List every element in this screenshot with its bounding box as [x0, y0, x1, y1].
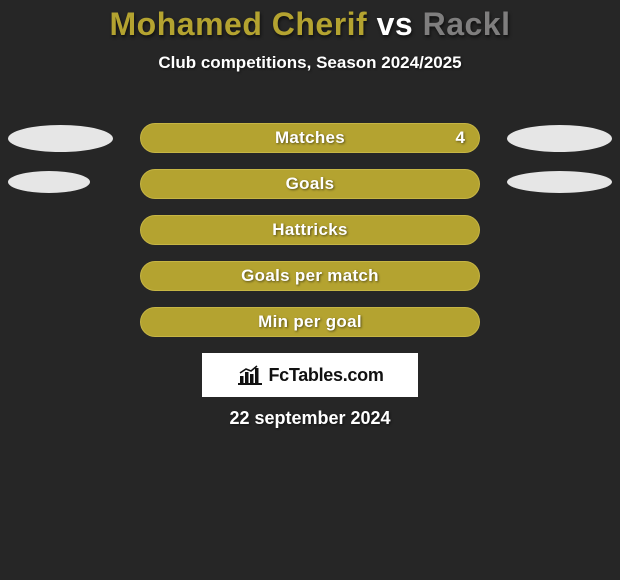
stat-bar: Goals per match [140, 261, 480, 291]
stat-bar: Min per goal [140, 307, 480, 337]
logo-box: FcTables.com [202, 353, 418, 397]
stat-label: Goals per match [241, 266, 379, 286]
stat-bar: Hattricks [140, 215, 480, 245]
date-text: 22 september 2024 [0, 408, 620, 429]
stat-row: Min per goal [0, 307, 620, 353]
stat-rows: Matches 4 Goals Hattricks Goals per match Min… [0, 123, 620, 353]
stat-label: Hattricks [272, 220, 347, 240]
right-ellipse [507, 171, 612, 193]
infographic-container: Mohamed Cherif vs Rackl Club competition… [0, 0, 620, 580]
left-ellipse [8, 125, 113, 152]
stat-row: Goals per match [0, 261, 620, 307]
right-ellipse [507, 125, 612, 152]
stat-bar: Goals [140, 169, 480, 199]
stat-value: 4 [456, 128, 465, 148]
title-player2: Rackl [423, 6, 511, 42]
stat-row: Hattricks [0, 215, 620, 261]
stat-label: Min per goal [258, 312, 362, 332]
stat-label: Matches [275, 128, 345, 148]
stat-bar: Matches 4 [140, 123, 480, 153]
logo-text: FcTables.com [268, 365, 383, 386]
title-player1: Mohamed Cherif [110, 6, 368, 42]
stat-row: Goals [0, 169, 620, 215]
stat-label: Goals [286, 174, 335, 194]
title-vs: vs [377, 6, 414, 42]
bar-chart-icon [236, 364, 264, 386]
subtitle: Club competitions, Season 2024/2025 [0, 53, 620, 73]
page-title: Mohamed Cherif vs Rackl [0, 0, 620, 43]
left-ellipse [8, 171, 90, 193]
stat-row: Matches 4 [0, 123, 620, 169]
